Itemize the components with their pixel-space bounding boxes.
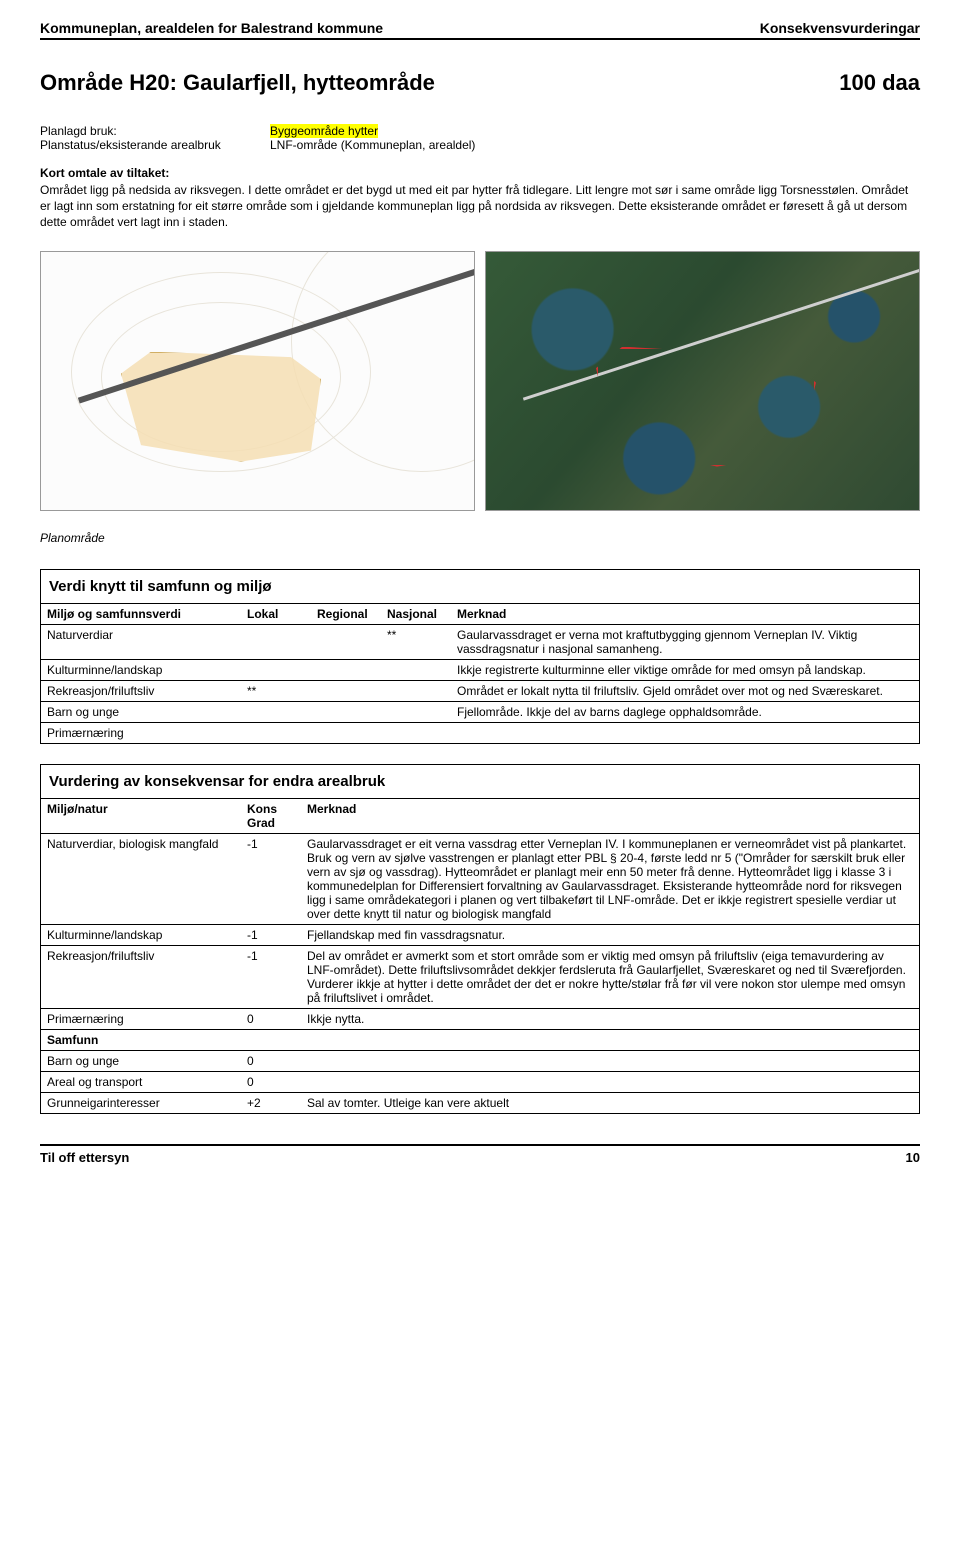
verdi-box: Verdi knytt til samfunn og miljø Miljø o…: [40, 569, 920, 744]
plan-polygon: [121, 352, 321, 462]
cell-grad: -1: [241, 945, 301, 1008]
meta-block: Planlagd bruk: Byggeområde hytter Planst…: [40, 124, 920, 152]
cell-merknad: Ikkje registrerte kulturminne eller vikt…: [451, 659, 919, 680]
table-row: Naturverdiar **Gaularvassdraget er verna …: [41, 624, 919, 659]
cell-lokal: [241, 722, 311, 743]
cell-label: Rekreasjon/friluftsliv: [41, 680, 241, 701]
cell-label: Naturverdiar: [41, 624, 241, 659]
cell-lokal: [241, 701, 311, 722]
table-row: Barn og unge Fjellområde. Ikkje del av ba…: [41, 701, 919, 722]
cell-grad: 0: [241, 1050, 301, 1071]
tiltak-heading: Kort omtale av tiltaket:: [40, 166, 920, 180]
verdi-title: Verdi knytt til samfunn og miljø: [41, 570, 919, 603]
table-row: Areal og transport0: [41, 1071, 919, 1092]
verdi-col-4: Merknad: [451, 603, 919, 624]
cell-label: Rekreasjon/friluftsliv: [41, 945, 241, 1008]
meta-planlagd-value: Byggeområde hytter: [270, 124, 378, 138]
meta-planstatus-value: LNF-område (Kommuneplan, arealdel): [270, 138, 475, 152]
vurdering-title: Vurdering av konsekvensar for endra area…: [41, 765, 919, 798]
verdi-col-0: Miljø og samfunnsverdi: [41, 603, 241, 624]
cell-merknad: Gaularvassdraget er eit verna vassdrag e…: [301, 833, 919, 924]
tiltak-text: Området ligg på nedsida av riksvegen. I …: [40, 182, 920, 231]
cell-merknad: [451, 722, 919, 743]
table-row: Grunneigarinteresser+2Sal av tomter. Utl…: [41, 1092, 919, 1113]
table-row: Rekreasjon/friluftsliv** Området er lokal…: [41, 680, 919, 701]
cell-merknad: Sal av tomter. Utleige kan vere aktuelt: [301, 1092, 919, 1113]
table-row: Primærnæring0Ikkje nytta.: [41, 1008, 919, 1029]
meta-planlagd-label: Planlagd bruk:: [40, 124, 270, 138]
cell-grad: 0: [241, 1071, 301, 1092]
cell-regional: [311, 680, 381, 701]
cell-merknad: [301, 1050, 919, 1071]
footer-left: Til off ettersyn: [40, 1150, 129, 1165]
meta-planstatus-label: Planstatus/eksisterande arealbruk: [40, 138, 270, 152]
cell-nasjonal: [381, 722, 451, 743]
cell-label: Areal og transport: [41, 1071, 241, 1092]
page-title-row: Område H20: Gaularfjell, hytteområde 100…: [40, 70, 920, 96]
area-title: Område H20: Gaularfjell, hytteområde: [40, 70, 435, 96]
cell-grad: -1: [241, 924, 301, 945]
cell-label: Barn og unge: [41, 1050, 241, 1071]
header-left: Kommuneplan, arealdelen for Balestrand k…: [40, 20, 383, 36]
cell-nasjonal: [381, 680, 451, 701]
table-row: Rekreasjon/friluftsliv-1Del av området e…: [41, 945, 919, 1008]
cell-label: Grunneigarinteresser: [41, 1092, 241, 1113]
cell-grad: -1: [241, 833, 301, 924]
verdi-col-1: Lokal: [241, 603, 311, 624]
cell-merknad: Området er lokalt nytta til friluftsliv.…: [451, 680, 919, 701]
maps-panel: [40, 251, 920, 511]
table-row: Naturverdiar, biologisk mangfald-1Gaular…: [41, 833, 919, 924]
cell-label: Primærnæring: [41, 1008, 241, 1029]
verdi-col-2: Regional: [311, 603, 381, 624]
page-header: Kommuneplan, arealdelen for Balestrand k…: [40, 20, 920, 40]
cell-merknad: [301, 1029, 919, 1050]
cell-label: Samfunn: [41, 1029, 241, 1050]
cell-merknad: Fjellområde. Ikkje del av barns daglege …: [451, 701, 919, 722]
cell-regional: [311, 722, 381, 743]
page-footer: Til off ettersyn 10: [40, 1144, 920, 1165]
cell-nasjonal: [381, 659, 451, 680]
vurdering-col-1: Kons Grad: [241, 798, 301, 833]
vurdering-box: Vurdering av konsekvensar for endra area…: [40, 764, 920, 1114]
cell-merknad: Ikkje nytta.: [301, 1008, 919, 1029]
cell-label: Kulturminne/landskap: [41, 659, 241, 680]
cell-label: Kulturminne/landskap: [41, 924, 241, 945]
cell-lokal: [241, 659, 311, 680]
table-row: Samfunn: [41, 1029, 919, 1050]
cell-nasjonal: [381, 701, 451, 722]
footer-page: 10: [906, 1150, 920, 1165]
cell-label: Naturverdiar, biologisk mangfald: [41, 833, 241, 924]
cell-merknad: Del av området er avmerkt som et stort o…: [301, 945, 919, 1008]
cell-regional: [311, 659, 381, 680]
satellite-map: [485, 251, 920, 511]
cell-nasjonal: **: [381, 624, 451, 659]
area-size: 100 daa: [839, 70, 920, 96]
cell-label: Primærnæring: [41, 722, 241, 743]
maps-caption: Planområde: [40, 531, 920, 545]
vurdering-table: Miljø/natur Kons Grad Merknad Naturverdi…: [41, 798, 919, 1113]
verdi-table: Miljø og samfunnsverdi Lokal Regional Na…: [41, 603, 919, 743]
cell-lokal: **: [241, 680, 311, 701]
cell-merknad: [301, 1071, 919, 1092]
cell-grad: [241, 1029, 301, 1050]
cell-grad: 0: [241, 1008, 301, 1029]
cell-regional: [311, 701, 381, 722]
cell-label: Barn og unge: [41, 701, 241, 722]
cell-merknad: Fjellandskap med fin vassdragsnatur.: [301, 924, 919, 945]
verdi-col-3: Nasjonal: [381, 603, 451, 624]
plan-map: [40, 251, 475, 511]
table-row: Primærnæring: [41, 722, 919, 743]
table-row: Barn og unge0: [41, 1050, 919, 1071]
table-row: Kulturminne/landskap-1Fjellandskap med f…: [41, 924, 919, 945]
table-row: Kulturminne/landskap Ikkje registrerte ku…: [41, 659, 919, 680]
cell-regional: [311, 624, 381, 659]
cell-merknad: Gaularvassdraget er verna mot kraftutbyg…: [451, 624, 919, 659]
vurdering-col-2: Merknad: [301, 798, 919, 833]
cell-grad: +2: [241, 1092, 301, 1113]
vurdering-col-0: Miljø/natur: [41, 798, 241, 833]
header-right: Konsekvensvurderingar: [760, 20, 920, 36]
cell-lokal: [241, 624, 311, 659]
